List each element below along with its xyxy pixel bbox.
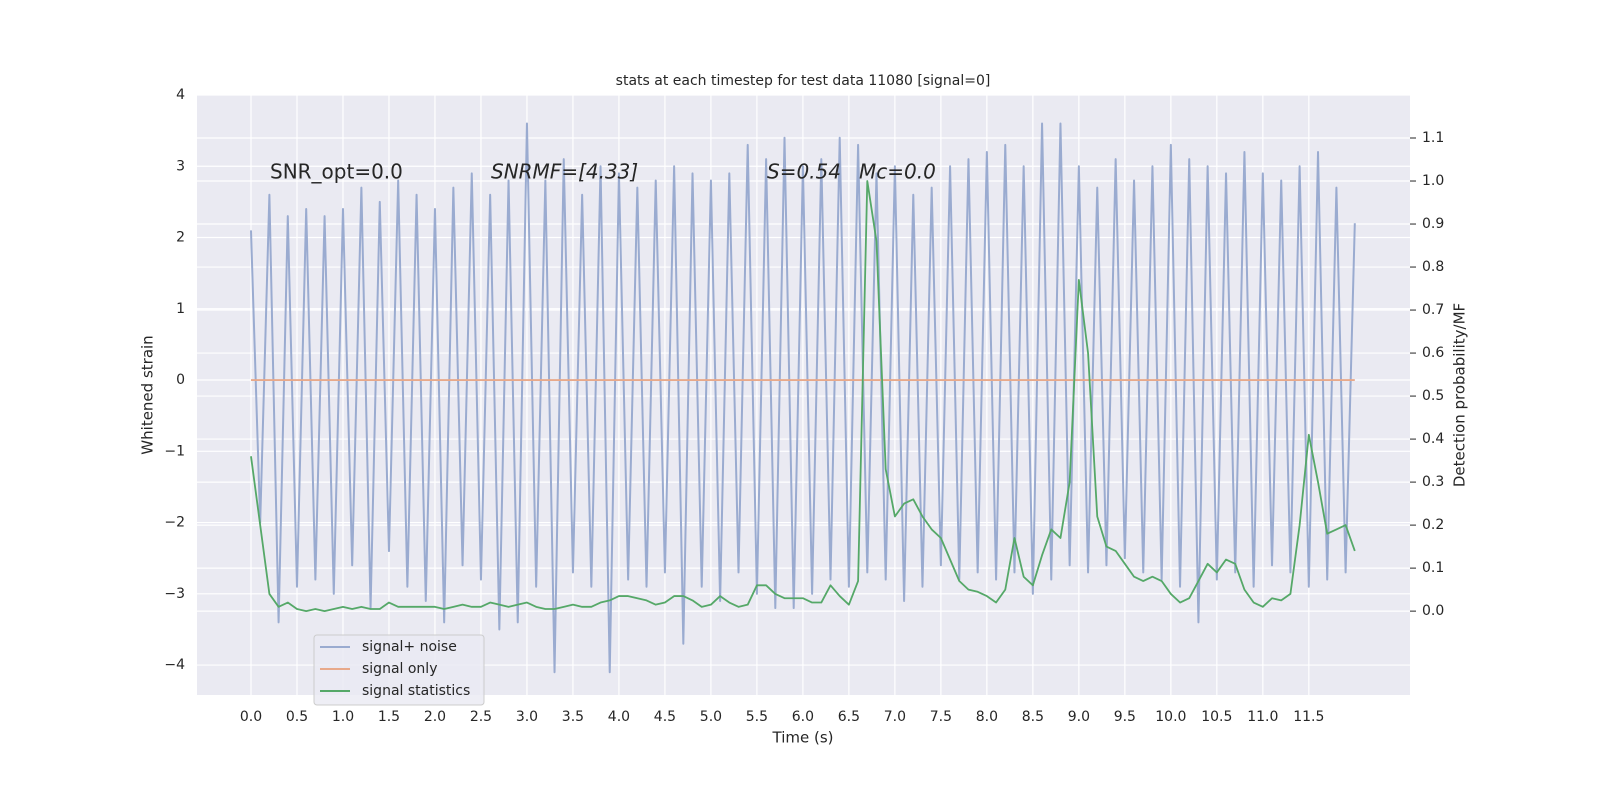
y-tick-label: −3	[164, 586, 185, 602]
y2-tick-label: 1.1	[1422, 130, 1444, 146]
y2-tick-label: 0.1	[1422, 560, 1444, 576]
y-tick-label: 0	[176, 372, 185, 388]
y-axis-label: Whitened strain	[139, 335, 157, 454]
legend-label: signal+ noise	[362, 639, 457, 655]
y2-tick-label: 1.0	[1422, 173, 1444, 189]
annotation: Mc=0.0	[859, 160, 936, 184]
x-tick-label: 1.0	[332, 709, 354, 725]
y2-tick-label: 0.8	[1422, 259, 1444, 275]
marks	[249, 122, 1356, 674]
x-tick-label: 9.0	[1068, 709, 1090, 725]
x-tick-label: 5.5	[746, 709, 768, 725]
y-tick-label: 1	[176, 301, 185, 317]
x-tick-label: 11.5	[1293, 709, 1324, 725]
x-tick-label: 0.0	[240, 709, 262, 725]
x-tick-label: 3.0	[516, 709, 538, 725]
legend-label: signal only	[362, 661, 437, 677]
y2-tick-label: 0.5	[1422, 388, 1444, 404]
legend-label: signal statistics	[362, 683, 470, 699]
y2-tick-label: 0.9	[1422, 216, 1444, 232]
x-tick-label: 0.5	[286, 709, 308, 725]
x-tick-label: 2.0	[424, 709, 446, 725]
y2-axis-label: Detection probability/MF	[1451, 303, 1469, 487]
x-tick-label: 4.5	[654, 709, 676, 725]
x-tick-label: 2.5	[470, 709, 492, 725]
y-tick-label: −2	[164, 515, 185, 531]
x-tick-label: 3.5	[562, 709, 584, 725]
y2-tick-label: 0.6	[1422, 345, 1444, 361]
annotation: SNR_opt=0.0	[270, 160, 403, 184]
y-tick-label: −1	[164, 443, 185, 459]
overlay: 0.0 0.5 1.0 1.5 2.0 2.5 3.0 3.5 4.0 4.5 5.0 5.5 6.0 6…	[164, 87, 1444, 725]
x-tick-label: 10.5	[1201, 709, 1232, 725]
x-tick-label: 6.0	[792, 709, 814, 725]
x-tick-label: 10.0	[1155, 709, 1186, 725]
series-line	[250, 180, 1356, 613]
x-axis-label: Time (s)	[772, 729, 834, 747]
chart-title: stats at each timestep for test data 110…	[616, 73, 991, 89]
y2-tick-label: 0.4	[1422, 431, 1444, 447]
y2-tick-label: 0.2	[1422, 517, 1444, 533]
x-tick-label: 7.0	[884, 709, 906, 725]
y-tick-label: −4	[164, 657, 185, 673]
y-tick-label: 3	[176, 158, 185, 174]
annotation: S=0.54	[767, 160, 841, 184]
x-tick-label: 1.5	[378, 709, 400, 725]
y2-tick-label: 0.3	[1422, 474, 1444, 490]
x-tick-label: 9.5	[1114, 709, 1136, 725]
x-tick-label: 4.0	[608, 709, 630, 725]
x-tick-label: 6.5	[838, 709, 860, 725]
x-tick-label: 8.0	[976, 709, 998, 725]
x-tick-label: 5.0	[700, 709, 722, 725]
y-tick-label: 2	[176, 230, 185, 246]
x-tick-label: 7.5	[930, 709, 952, 725]
series-line	[249, 122, 1356, 674]
annotation: SNRMF=[4.33]	[491, 160, 638, 184]
legend-box	[313, 634, 485, 706]
x-tick-label: 8.5	[1022, 709, 1044, 725]
y2-tick-label: 0.7	[1422, 302, 1444, 318]
y2-tick-label: 0.0	[1422, 603, 1444, 619]
x-tick-label: 11.0	[1247, 709, 1278, 725]
y-tick-label: 4	[176, 87, 185, 103]
